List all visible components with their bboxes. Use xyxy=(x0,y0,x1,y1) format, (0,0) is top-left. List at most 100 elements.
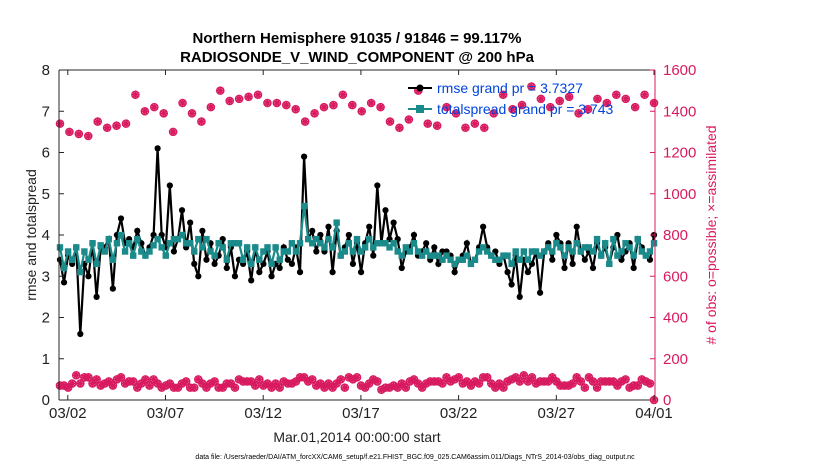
spread-point xyxy=(154,235,161,243)
rmse-point xyxy=(553,231,560,239)
obs-assimilated-marker xyxy=(548,373,556,381)
obs-assimilated-marker xyxy=(341,384,349,392)
spread-point xyxy=(374,240,381,247)
obs-assimilated-marker xyxy=(206,379,215,388)
spread-point xyxy=(508,260,515,268)
obs-assimilated-marker xyxy=(451,375,459,383)
rmse-point xyxy=(549,256,556,263)
obs-assimilated-marker xyxy=(178,99,187,107)
spread-point xyxy=(618,248,625,255)
obs-assimilated-marker xyxy=(348,101,356,109)
obs-assimilated-marker xyxy=(88,379,97,388)
rmse-point xyxy=(195,273,202,280)
rmse-point xyxy=(284,256,291,263)
obs-assimilated-marker xyxy=(337,375,345,383)
spread-point xyxy=(337,252,344,259)
spread-point xyxy=(113,240,121,247)
spread-point xyxy=(451,260,458,268)
obs-assimilated-marker xyxy=(365,379,373,388)
spread-point xyxy=(630,252,637,259)
spread-point xyxy=(203,235,210,243)
obs-assimilated-marker xyxy=(467,381,475,390)
spread-point xyxy=(227,240,235,247)
spread-point xyxy=(581,244,589,251)
rmse-point xyxy=(463,240,470,247)
obs-assimilated-marker xyxy=(499,91,507,99)
chart-title-line-2: RADIOSONDE_V_WIND_COMPONENT @ 200 hPa xyxy=(180,49,535,66)
spread-point xyxy=(231,240,239,247)
obs-assimilated-marker xyxy=(235,95,243,103)
y-tick-label-left: 8 xyxy=(42,62,50,79)
obs-assimilated-marker xyxy=(390,381,398,390)
spread-point xyxy=(614,252,621,259)
obs-assimilated-marker xyxy=(137,379,145,388)
spread-point xyxy=(561,252,568,259)
spread-point xyxy=(565,244,572,251)
obs-assimilated-marker xyxy=(516,377,524,386)
spread-point xyxy=(321,244,328,251)
spread-point xyxy=(394,248,401,255)
spread-point xyxy=(467,260,475,268)
rmse-point xyxy=(349,260,357,267)
spread-point xyxy=(488,252,495,259)
spread-point xyxy=(304,235,312,243)
obs-assimilated-marker xyxy=(405,115,413,124)
spread-point xyxy=(512,248,519,255)
spread-point xyxy=(256,256,263,263)
y-tick-label-right: 0 xyxy=(663,392,671,409)
rmse-point xyxy=(154,145,161,152)
rmse-point xyxy=(166,182,173,189)
obs-assimilated-marker xyxy=(320,103,328,111)
spread-point xyxy=(634,235,641,243)
obs-assimilated-marker xyxy=(129,377,137,386)
obs-assimilated-marker xyxy=(247,377,255,386)
obs-assimilated-marker xyxy=(532,379,540,388)
rmse-point xyxy=(170,248,178,255)
spread-point xyxy=(626,244,633,251)
obs-assimilated-marker xyxy=(145,381,154,390)
spread-point xyxy=(410,240,418,247)
obs-assimilated-marker xyxy=(546,103,554,111)
spread-point xyxy=(97,242,104,249)
legend-rmse-label: rmse grand pr = 3.7327 xyxy=(437,80,583,96)
obs-assimilated-marker xyxy=(251,381,259,390)
rmse-point xyxy=(508,281,515,288)
spread-point xyxy=(252,244,259,251)
spread-point xyxy=(142,252,149,259)
obs-assimilated-marker xyxy=(442,103,451,111)
obs-assimilated-marker xyxy=(133,384,141,392)
spread-point xyxy=(296,240,304,247)
obs-assimilated-marker xyxy=(395,124,404,132)
spread-point xyxy=(138,248,145,255)
legend: rmse grand pr = 3.7327 totalspread grand… xyxy=(408,80,614,117)
obs-assimilated-marker xyxy=(182,377,190,386)
obs-assimilated-marker xyxy=(613,381,622,390)
obs-assimilated-marker xyxy=(84,373,93,381)
obs-assimilated-marker xyxy=(483,373,491,381)
rmse-point xyxy=(231,273,239,280)
rmse-point xyxy=(630,264,637,272)
rmse-point xyxy=(589,264,597,272)
obs-assimilated-marker xyxy=(495,379,504,388)
y-tick-label-right: 800 xyxy=(663,227,688,244)
obs-assimilated-marker xyxy=(422,379,430,388)
spread-point xyxy=(402,244,410,251)
obs-assimilated-marker xyxy=(324,379,333,388)
obs-assimilated-marker xyxy=(402,384,410,392)
obs-assimilated-marker xyxy=(491,384,499,392)
rmse-point xyxy=(178,207,186,214)
obs-assimilated-marker xyxy=(312,381,320,390)
spread-point xyxy=(333,219,340,226)
rmse-point xyxy=(268,273,275,280)
obs-assimilated-marker xyxy=(117,373,125,381)
rmse-point xyxy=(581,256,588,263)
obs-assimilated-marker xyxy=(316,379,324,388)
spread-point xyxy=(211,252,218,259)
y-tick-label-left: 1 xyxy=(42,351,50,368)
spread-point xyxy=(93,260,100,268)
spread-point xyxy=(248,260,255,268)
obs-assimilated-marker xyxy=(121,379,129,388)
spread-point xyxy=(447,256,454,263)
obs-assimilated-marker xyxy=(300,373,308,381)
obs-assimilated-marker xyxy=(499,384,508,392)
